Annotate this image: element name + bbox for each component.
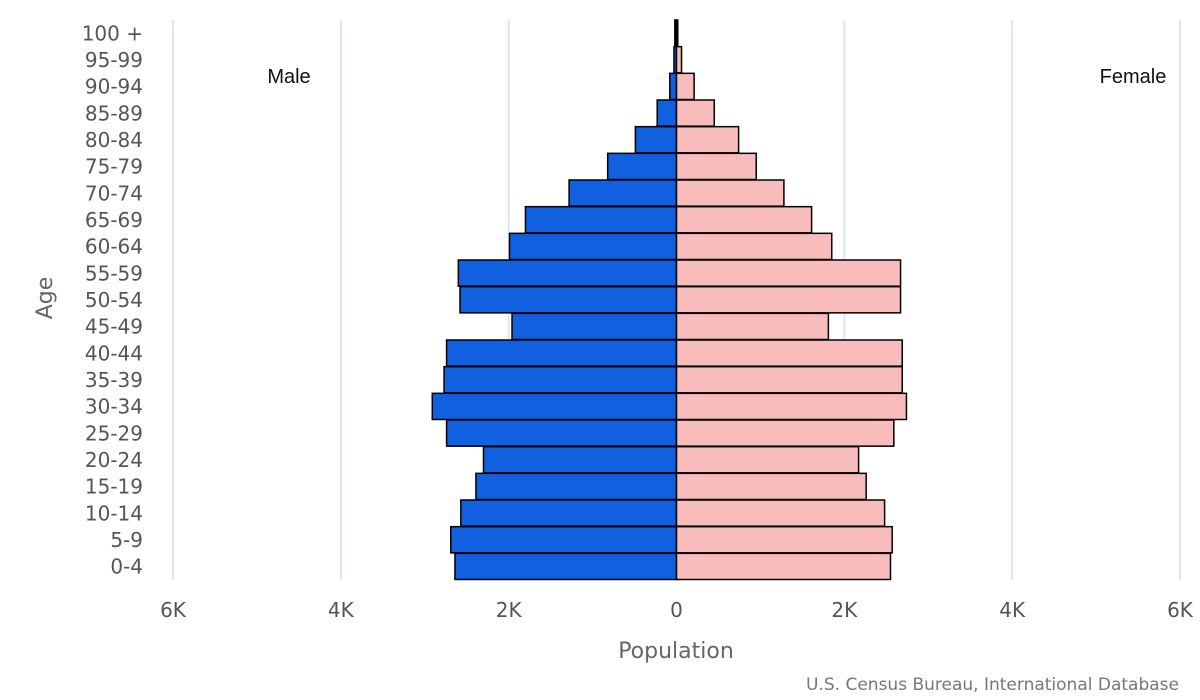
y-tick-label: 25-29	[85, 421, 143, 445]
y-tick-label: 60-64	[85, 235, 143, 259]
male-bar-70-74[interactable]	[568, 179, 678, 207]
y-tick-label: 90-94	[85, 75, 143, 99]
male-bar-0-4[interactable]	[454, 552, 678, 581]
x-tick-label: 6K	[1167, 598, 1194, 622]
y-tick-label: 5-9	[110, 528, 143, 552]
female-bar-65-69[interactable]	[675, 205, 813, 234]
male-bar-55-59[interactable]	[457, 259, 678, 287]
male-label: Male	[267, 66, 310, 88]
x-tick-label: 2K	[831, 598, 858, 622]
female-bar-15-19[interactable]	[675, 472, 867, 501]
y-tick-label: 35-39	[85, 368, 143, 392]
x-tick-label: 4K	[328, 598, 355, 622]
x-tick-label: 0	[670, 598, 683, 622]
y-tick-label: 40-44	[85, 341, 143, 365]
female-label: Female	[1100, 66, 1167, 88]
male-bar-10-14[interactable]	[460, 499, 678, 527]
y-tick-label: 10-14	[85, 501, 143, 525]
x-tick-label: 6K	[160, 598, 187, 622]
y-tick-label: 80-84	[85, 128, 143, 152]
bars	[431, 19, 908, 581]
female-bar-60-64[interactable]	[675, 232, 833, 261]
y-tick-label: 70-74	[85, 181, 143, 205]
y-tick-label: 50-54	[85, 288, 143, 312]
x-tick-label: 4K	[999, 598, 1026, 622]
male-bar-30-34[interactable]	[431, 392, 678, 421]
y-tick-label: 100 +	[82, 21, 143, 45]
y-tick-label: 20-24	[85, 448, 143, 472]
y-tick-label: 45-49	[85, 315, 143, 339]
y-tick-label: 85-89	[85, 101, 143, 125]
female-bar-45-49[interactable]	[675, 312, 830, 341]
credits-text: U.S. Census Bureau, International Databa…	[806, 675, 1179, 695]
x-axis-ticks: 6K 4K 2K 0 2K 4K 6K	[160, 598, 1194, 622]
female-bar-40-44[interactable]	[675, 339, 903, 367]
female-bar-20-24[interactable]	[675, 445, 860, 474]
male-bar-50-54[interactable]	[459, 285, 678, 314]
y-tick-label: 95-99	[85, 48, 143, 72]
y-tick-label: 75-79	[85, 155, 143, 179]
female-bar-25-29[interactable]	[675, 419, 895, 447]
male-bar-80-84[interactable]	[634, 125, 678, 154]
female-bar-95-99[interactable]	[675, 45, 683, 74]
female-bar-80-84[interactable]	[675, 125, 740, 154]
y-axis-title: Age	[33, 277, 58, 320]
female-bar-90-94[interactable]	[675, 72, 695, 101]
female-bar-0-4[interactable]	[675, 552, 892, 581]
female-bar-70-74[interactable]	[675, 179, 785, 207]
x-axis-title: Population	[618, 639, 734, 664]
male-bar-85-89[interactable]	[656, 99, 678, 127]
y-tick-label: 65-69	[85, 208, 143, 232]
y-tick-label: 30-34	[85, 395, 143, 419]
male-bar-90-94[interactable]	[669, 72, 678, 101]
female-bar-55-59[interactable]	[675, 259, 902, 287]
male-bar-35-39[interactable]	[443, 365, 678, 394]
female-bar-35-39[interactable]	[675, 365, 903, 394]
y-tick-label: 0-4	[110, 555, 143, 579]
y-tick-label: 15-19	[85, 475, 143, 499]
male-bar-40-44[interactable]	[445, 339, 678, 367]
male-bar-60-64[interactable]	[508, 232, 678, 261]
y-tick-label: 55-59	[85, 261, 143, 285]
female-bar-75-79[interactable]	[675, 152, 757, 181]
male-bar-20-24[interactable]	[482, 445, 678, 474]
female-bar-30-34[interactable]	[675, 392, 908, 421]
male-bar-15-19[interactable]	[475, 472, 678, 501]
female-bar-5-9[interactable]	[675, 525, 893, 554]
female-bar-10-14[interactable]	[675, 499, 886, 527]
male-bar-25-29[interactable]	[445, 419, 678, 447]
x-tick-label: 2K	[496, 598, 523, 622]
male-bar-65-69[interactable]	[524, 205, 678, 234]
male-bar-5-9[interactable]	[450, 525, 678, 554]
male-bar-45-49[interactable]	[511, 312, 678, 341]
male-bar-75-79[interactable]	[606, 152, 678, 181]
female-bar-50-54[interactable]	[675, 285, 902, 314]
female-bar-85-89[interactable]	[675, 99, 716, 127]
